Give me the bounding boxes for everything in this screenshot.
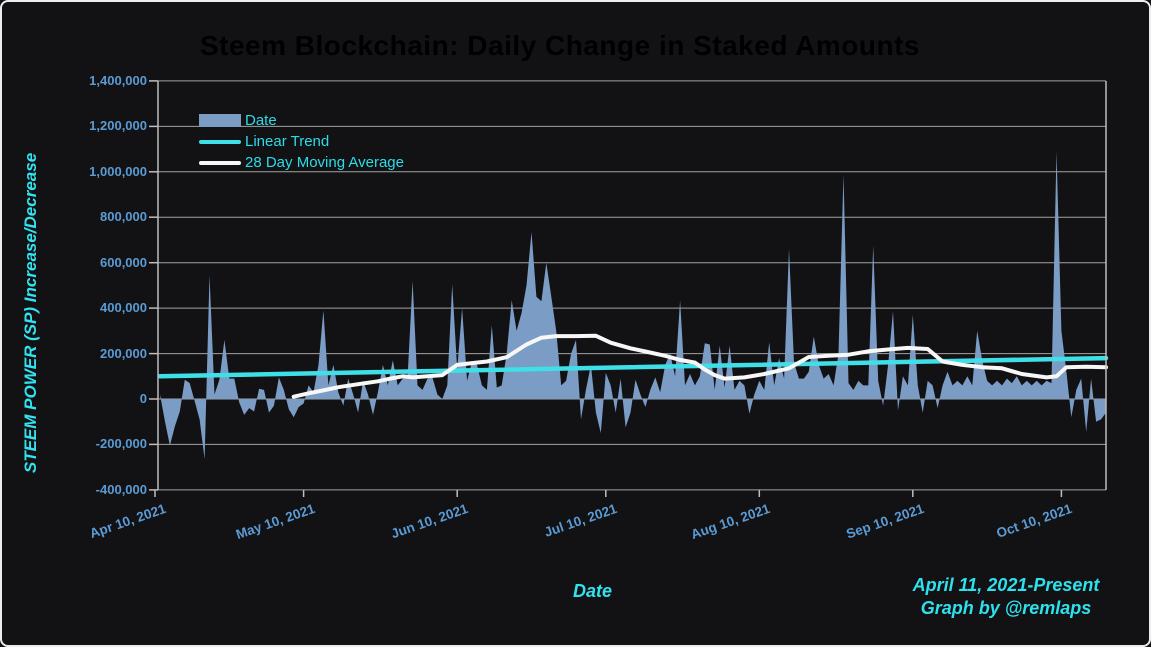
legend-label: Linear Trend <box>245 133 330 150</box>
y-tick-label: 600,000 <box>100 254 147 270</box>
y-tick-label: 1,400,000 <box>89 72 147 88</box>
caption-credit: Graph by @remlaps <box>920 598 1092 618</box>
caption-date-range: April 11, 2021-Present <box>912 575 1100 595</box>
legend-item-date: Date <box>199 110 404 131</box>
area-swatch-icon <box>199 114 241 127</box>
y-axis-title: STEEM POWER (SP) Increase/Decrease <box>21 152 40 474</box>
y-tick-label: 200,000 <box>100 345 147 361</box>
y-tick-label: 1,000,000 <box>89 163 147 179</box>
legend-item-moving-average: 28 Day Moving Average <box>199 152 404 173</box>
linear-trend-line <box>157 355 1109 379</box>
legend-label: Date <box>245 112 277 129</box>
legend-item-linear-trend: Linear Trend <box>199 131 404 152</box>
y-tick-label: -400,000 <box>95 481 147 497</box>
legend-label: 28 Day Moving Average <box>245 154 404 171</box>
trend-line-swatch-icon <box>199 139 241 144</box>
y-tick-label: 800,000 <box>100 209 147 225</box>
caption: April 11, 2021-Present Graph by @remlaps <box>868 574 1144 620</box>
chart-title: Steem Blockchain: Daily Change in Staked… <box>199 30 920 61</box>
daily-change-area <box>160 151 1106 460</box>
moving-average-swatch-icon <box>199 160 241 165</box>
legend: Date Linear Trend 28 Day Moving Average <box>199 110 404 173</box>
moving-average-line <box>291 333 1108 399</box>
y-tick-label: 1,200,000 <box>89 118 147 134</box>
y-tick-label: 0 <box>139 391 147 406</box>
x-axis-title: Date <box>572 581 612 601</box>
y-tick-label: 400,000 <box>100 300 147 316</box>
y-tick-label: -200,000 <box>95 436 147 452</box>
